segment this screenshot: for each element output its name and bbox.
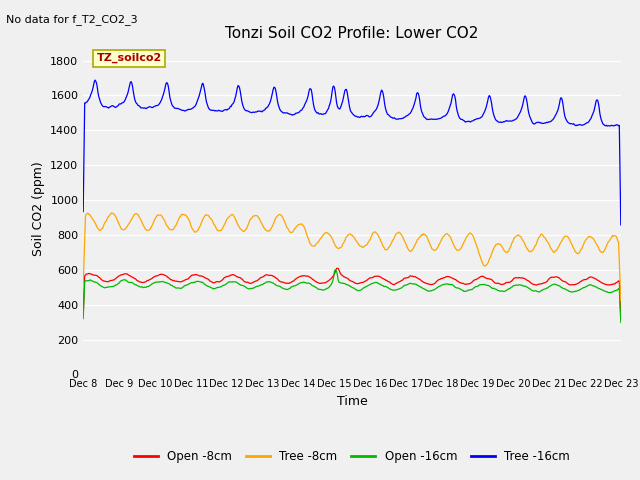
- Text: TZ_soilco2: TZ_soilco2: [97, 53, 162, 63]
- Title: Tonzi Soil CO2 Profile: Lower CO2: Tonzi Soil CO2 Profile: Lower CO2: [225, 25, 479, 41]
- Text: No data for f_T2_CO2_3: No data for f_T2_CO2_3: [6, 14, 138, 25]
- Legend: Open -8cm, Tree -8cm, Open -16cm, Tree -16cm: Open -8cm, Tree -8cm, Open -16cm, Tree -…: [129, 445, 575, 468]
- Y-axis label: Soil CO2 (ppm): Soil CO2 (ppm): [31, 161, 45, 256]
- X-axis label: Time: Time: [337, 395, 367, 408]
